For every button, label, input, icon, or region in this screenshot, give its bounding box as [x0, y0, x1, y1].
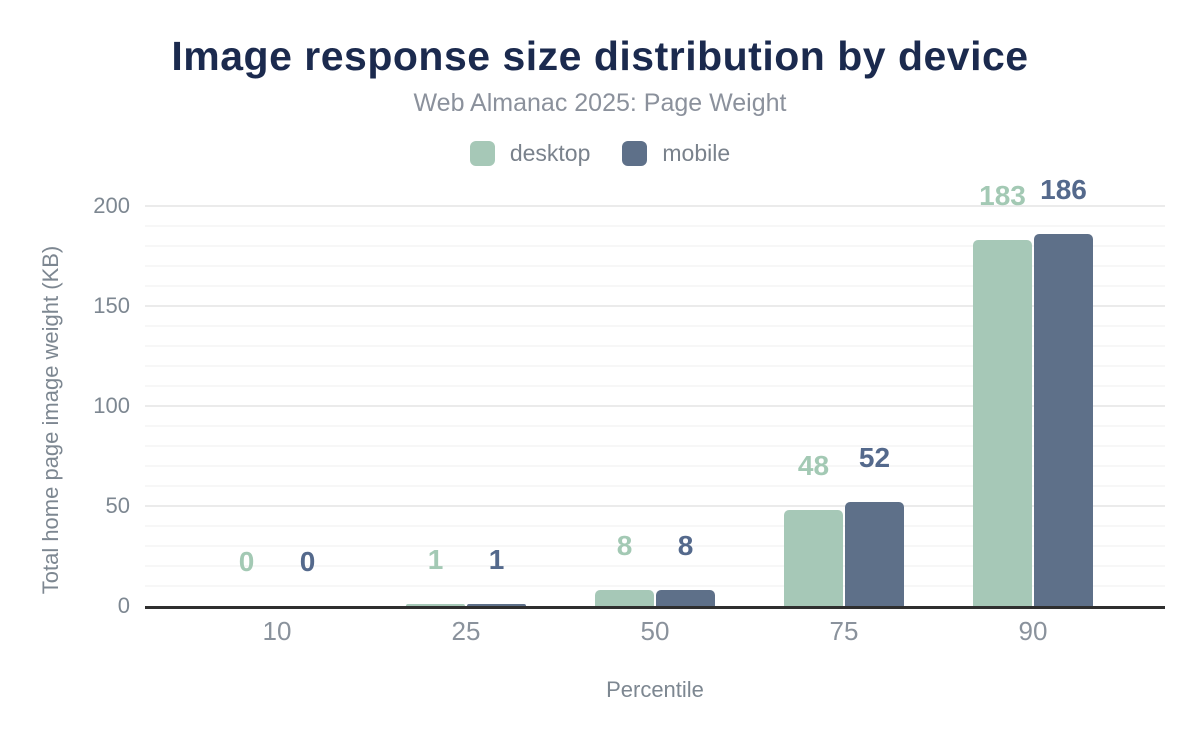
gridline-minor — [145, 285, 1165, 287]
bar-value-label-desktop-p10: 0 — [238, 546, 255, 577]
bar-mobile-p25[interactable] — [467, 604, 526, 606]
plot-area: 0 0 10 1 1 25 8 8 50 48 52 75 183 186 90 — [145, 175, 1165, 645]
bar-mobile-p50[interactable] — [656, 590, 715, 606]
gridline-minor — [145, 365, 1165, 367]
y-tick-label: 200 — [93, 193, 130, 218]
y-tick-label: 150 — [93, 293, 130, 318]
bar-value-label-mobile-p90: 186 — [1040, 174, 1087, 205]
bar-value-label-mobile-p25: 1 — [488, 544, 505, 575]
x-tick-label-p75: 75 — [829, 616, 859, 646]
legend: desktop mobile — [0, 141, 1200, 166]
bar-desktop-p75[interactable] — [784, 510, 843, 606]
x-tick-label-p10: 10 — [262, 616, 292, 646]
bar-value-label-mobile-p50: 8 — [677, 530, 694, 561]
y-tick-label: 50 — [105, 493, 130, 518]
gridline-major — [145, 205, 1165, 207]
gridline-major — [145, 305, 1165, 307]
gridline-minor — [145, 325, 1165, 327]
legend-swatch-desktop — [469, 141, 495, 166]
gridline-minor — [145, 265, 1165, 267]
gridline-minor — [145, 385, 1165, 387]
gridline-minor — [145, 565, 1165, 567]
bar-value-label-desktop-p25: 1 — [427, 544, 444, 575]
x-axis-title: Percentile — [606, 677, 704, 702]
bar-value-label-desktop-p50: 8 — [616, 530, 633, 561]
bar-desktop-p50[interactable] — [595, 590, 654, 606]
bar-mobile-p75[interactable] — [845, 502, 904, 606]
legend-swatch-mobile — [622, 141, 648, 166]
y-tick-label: 100 — [93, 393, 130, 418]
bar-desktop-p90[interactable] — [973, 240, 1032, 606]
gridline-major — [145, 405, 1165, 407]
bar-desktop-p25[interactable] — [406, 604, 465, 606]
bar-value-label-desktop-p75: 48 — [797, 450, 830, 481]
page-subtitle: Web Almanac 2025: Page Weight — [413, 89, 787, 117]
legend-label: mobile — [662, 140, 731, 166]
gridline-minor — [145, 525, 1165, 527]
page-title: Image response size distribution by devi… — [171, 33, 1029, 79]
gridline-minor — [145, 225, 1165, 227]
bar-value-label-mobile-p10: 0 — [299, 546, 316, 577]
legend-item-desktop[interactable]: desktop — [469, 140, 591, 166]
gridline-minor — [145, 425, 1165, 427]
gridline-minor — [145, 345, 1165, 347]
bar-value-label-mobile-p75: 52 — [858, 442, 891, 473]
legend-label: desktop — [509, 140, 591, 166]
gridline-minor — [145, 585, 1165, 587]
x-tick-label-p50: 50 — [640, 616, 670, 646]
y-tick-label: 0 — [117, 593, 130, 618]
gridline-minor — [145, 465, 1165, 467]
gridline-minor — [145, 445, 1165, 447]
gridline-minor — [145, 245, 1165, 247]
bar-mobile-p90[interactable] — [1034, 234, 1093, 606]
gridline-major — [145, 505, 1165, 507]
x-tick-label-p90: 90 — [1018, 616, 1048, 646]
gridline-minor — [145, 545, 1165, 547]
bar-value-label-desktop-p90: 183 — [979, 180, 1026, 211]
legend-item-mobile[interactable]: mobile — [622, 141, 730, 166]
gridline-minor — [145, 485, 1165, 487]
x-tick-label-p25: 25 — [451, 616, 481, 646]
